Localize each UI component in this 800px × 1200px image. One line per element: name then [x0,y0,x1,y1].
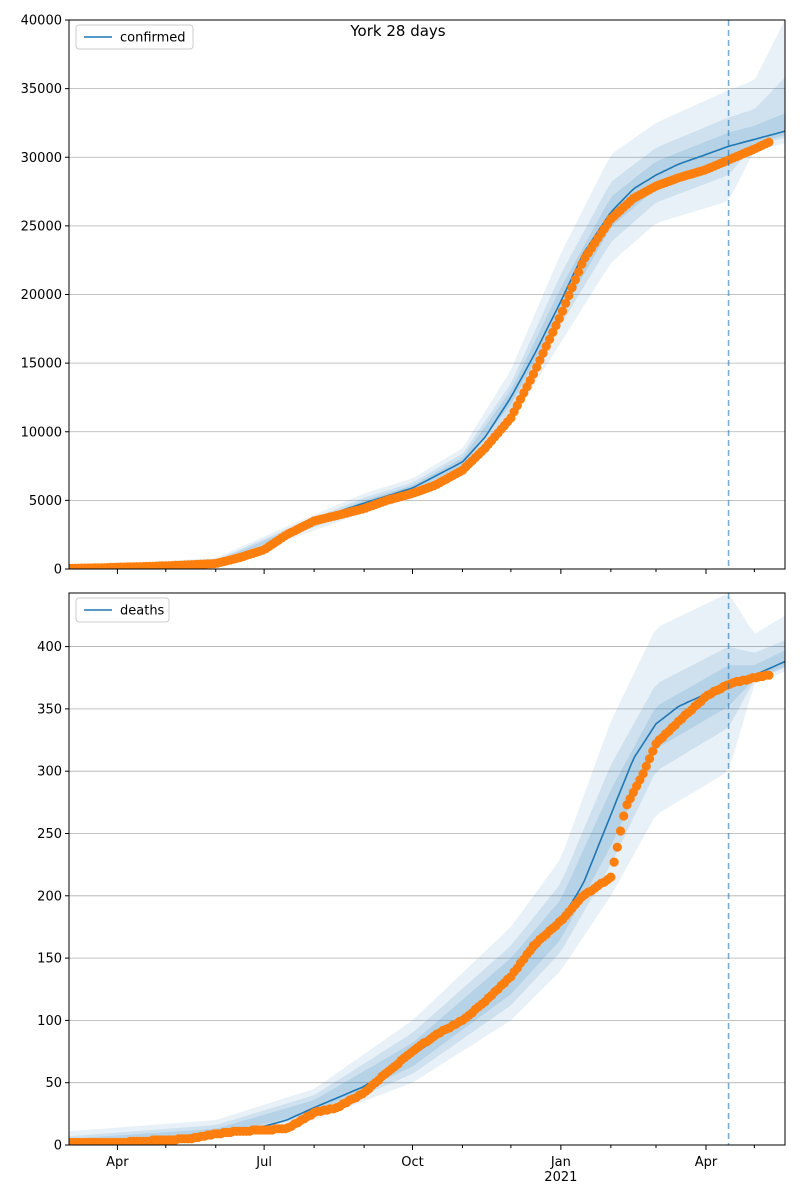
legend-label-confirmed: confirmed [120,31,186,46]
observed-point-181 [648,746,658,756]
y-tick-label-8: 400 [37,640,62,655]
observed-point-172 [619,811,629,821]
observed-points [69,670,774,1145]
figure-title: York 28 days [349,22,445,40]
observed-point-155 [564,290,574,301]
observed-point-144 [528,369,539,379]
observed-point-152 [554,314,564,324]
x-tick-label-1: Jul [255,1155,272,1170]
y-tick-label-4: 20000 [21,288,62,303]
observed-point-153 [557,306,568,316]
y-tick-label-2: 100 [37,1014,62,1029]
observed-point-151 [551,320,561,331]
confirmed-panel: 0 5000 10000 15000 20000 25000 30000 35000 40000… [21,14,786,578]
plot-area [69,594,785,1145]
y-tick-label-0: 0 [54,1139,62,1154]
legend-label-deaths: deaths [120,604,165,619]
observed-point-150 [548,327,558,337]
observed-point-146 [535,355,545,365]
observed-point-178 [638,769,648,779]
y-tick-label-7: 35000 [21,82,62,97]
deaths-panel: 0 50 100 150 200 250 300 350 400 Apr Jul Oct Jan2021… [37,592,786,1185]
y-tick-label-3: 15000 [21,357,62,372]
observed-points [69,137,774,569]
uncertainty-band-0 [69,594,785,1145]
y-tick-label-0: 0 [54,563,62,578]
observed-point-171 [615,826,626,836]
x-tick-label-2: Oct [401,1155,423,1170]
x-tick-label-3: Jan [550,1155,571,1170]
observed-point-156 [567,283,577,293]
y-tick-label-4: 200 [37,889,62,904]
y-tick-label-2: 10000 [21,425,62,440]
y-tick-label-7: 350 [37,702,62,717]
x-tick-label-3-line2: 2021 [544,1170,577,1185]
legend: deaths [75,597,170,623]
observed-point-145 [532,362,542,372]
x-tick-label-0: Apr [106,1155,129,1170]
y-tick-label-3: 150 [37,952,62,967]
observed-point-147 [538,348,548,358]
observed-point-157 [570,275,581,285]
observed-point-154 [561,298,571,308]
y-tick-label-1: 50 [45,1076,62,1091]
y-tick-label-6: 300 [37,765,62,780]
uncertainty-band-1 [69,77,785,569]
y-tick-label-6: 30000 [21,151,62,166]
legend-box [75,597,170,623]
observed-point-149 [545,334,555,344]
observed-point-148 [541,341,551,351]
y-tick-label-5: 250 [37,827,62,842]
observed-point-168 [606,872,616,882]
y-tick-label-1: 5000 [29,494,62,509]
observed-point-217 [764,670,774,680]
plot-area [69,20,785,569]
y-tick-label-5: 25000 [21,219,62,234]
observed-point-158 [574,267,584,277]
axes-frame [68,592,786,1146]
y-tick-label-8: 40000 [21,14,62,29]
observed-point-180 [644,754,655,764]
legend: confirmed [75,24,194,50]
observed-point-169 [609,857,619,867]
legend-box [75,24,194,50]
observed-point-179 [641,761,651,771]
observed-point-170 [612,842,622,852]
observed-point-217 [764,137,774,147]
x-tick-label-4: Apr [695,1155,718,1170]
